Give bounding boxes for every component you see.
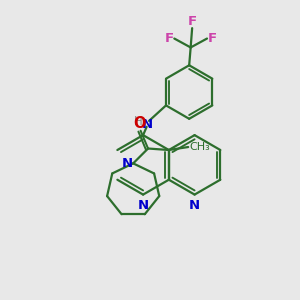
Text: N: N [137,199,149,212]
Text: F: F [164,32,173,45]
Text: N: N [122,157,133,170]
Text: F: F [188,15,197,28]
Text: N: N [142,118,153,131]
Text: N: N [189,199,200,212]
Text: F: F [208,32,217,45]
Text: CH₃: CH₃ [190,142,210,152]
Text: O: O [133,116,146,131]
Text: H: H [134,115,143,128]
